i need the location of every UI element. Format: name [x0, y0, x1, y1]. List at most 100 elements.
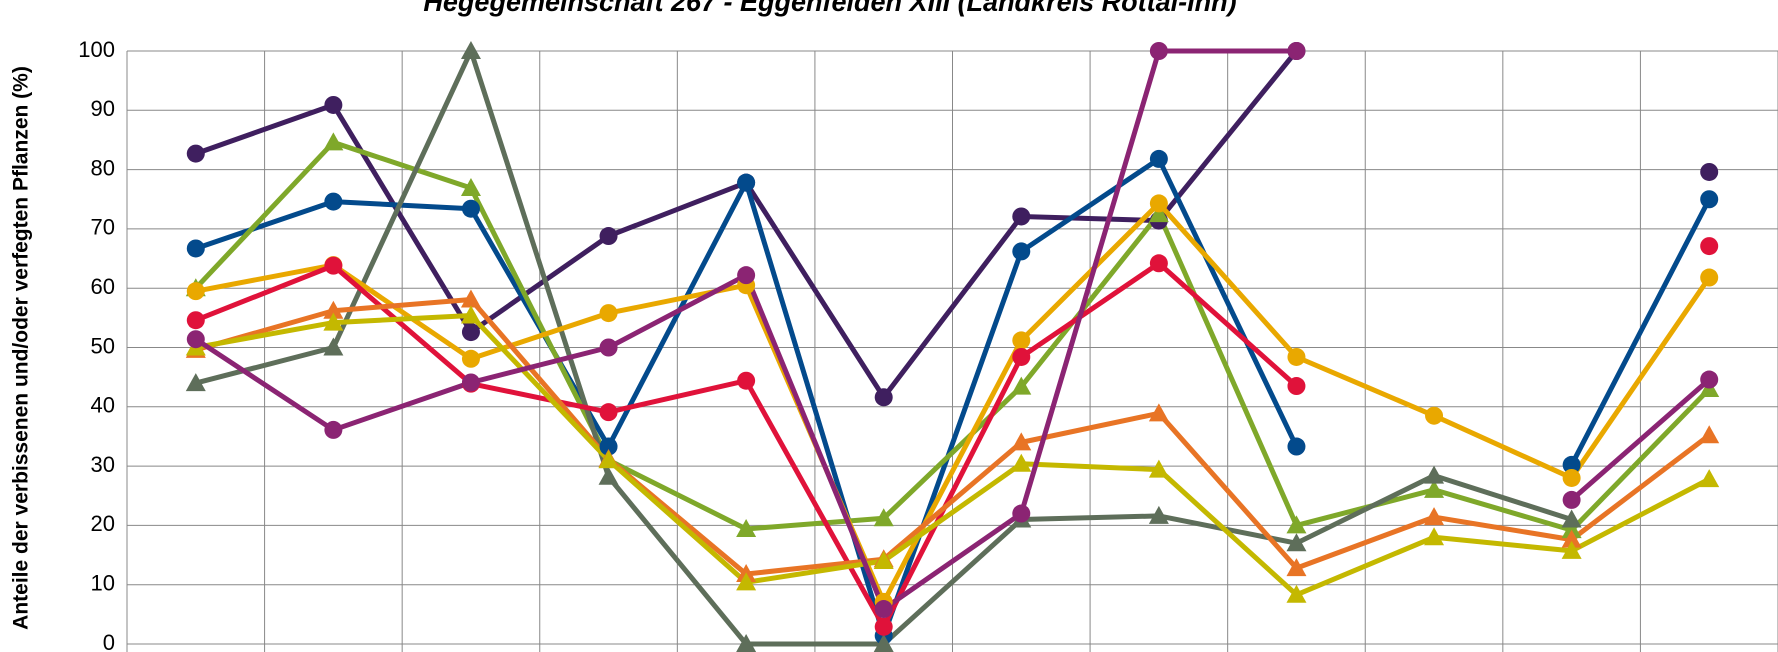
data-point: [874, 388, 893, 407]
y-tick-label: 0: [103, 630, 115, 652]
data-point: [1149, 149, 1168, 168]
y-axis-label: Anteile der verbissenen und/oder verfegt…: [10, 66, 33, 630]
data-point: [186, 144, 205, 163]
data-point: [1561, 509, 1582, 528]
data-point: [1287, 377, 1306, 396]
data-point: [1011, 376, 1032, 395]
data-point: [186, 282, 205, 301]
series-line: [195, 200, 1712, 605]
data-point: [461, 349, 480, 368]
data-point: [185, 373, 206, 392]
data-point: [1561, 540, 1582, 559]
data-point: [461, 199, 480, 218]
series-line: [195, 312, 1711, 598]
data-point: [460, 177, 481, 196]
data-point: [874, 600, 893, 619]
data-point: [1699, 425, 1720, 444]
data-point: [1149, 194, 1168, 213]
y-tick-label: 60: [91, 274, 115, 299]
data-point: [1700, 162, 1719, 181]
data-point: [324, 192, 343, 211]
data-point: [1700, 237, 1719, 256]
data-point: [1148, 204, 1169, 223]
data-point: [323, 300, 344, 319]
data-point: [1425, 406, 1444, 425]
data-point: [186, 239, 205, 258]
data-point: [1149, 254, 1168, 273]
data-point: [1700, 190, 1719, 209]
data-point: [1012, 331, 1031, 350]
data-point: [873, 634, 894, 652]
y-tick-label: 40: [91, 393, 115, 418]
data-point: [186, 311, 205, 330]
data-point: [1562, 468, 1581, 487]
data-point: [461, 373, 480, 392]
data-point: [737, 371, 756, 390]
data-point: [874, 617, 893, 636]
y-tick-label: 70: [91, 215, 115, 240]
y-tick-label: 30: [91, 452, 115, 477]
data-point: [1148, 459, 1169, 478]
data-point: [324, 420, 343, 439]
data-point: [1287, 437, 1306, 456]
data-point: [873, 508, 894, 527]
data-point: [1424, 465, 1445, 484]
data-point: [461, 323, 480, 342]
data-point: [1011, 432, 1032, 451]
data-point: [1700, 268, 1719, 287]
data-point: [323, 132, 344, 151]
data-point: [736, 634, 757, 652]
data-point: [599, 227, 618, 246]
y-tick-label: 50: [91, 333, 115, 358]
data-point: [324, 95, 343, 114]
data-point: [460, 289, 481, 308]
data-point: [186, 330, 205, 349]
series-line: [195, 296, 1711, 577]
data-point: [1424, 527, 1445, 546]
data-point: [460, 305, 481, 324]
y-tick-label: 90: [91, 96, 115, 121]
data-point: [1148, 403, 1169, 422]
data-point: [1700, 370, 1719, 389]
data-point: [1561, 520, 1582, 539]
data-point: [1012, 504, 1031, 523]
data-point: [1286, 558, 1307, 577]
data-point: [599, 304, 618, 323]
data-point: [1562, 455, 1581, 474]
data-point: [1011, 453, 1032, 472]
data-point: [736, 518, 757, 537]
y-tick-label: 10: [91, 571, 115, 596]
data-point: [737, 173, 756, 192]
data-point: [1149, 42, 1168, 60]
data-point: [460, 41, 481, 59]
chart-title: Hegegemeinschaft 267 - Eggenfelden XIII …: [423, 0, 1236, 17]
data-point: [1286, 515, 1307, 534]
data-point: [873, 550, 894, 569]
data-point: [323, 337, 344, 356]
data-point: [323, 312, 344, 331]
data-point: [737, 266, 756, 285]
data-point: [598, 450, 619, 469]
data-point: [599, 403, 618, 422]
data-point: [1287, 347, 1306, 366]
y-tick-label: 20: [91, 511, 115, 536]
series-line: [193, 139, 1712, 533]
data-point: [599, 437, 618, 456]
data-point: [324, 256, 343, 275]
y-tick-label: 80: [91, 155, 115, 180]
y-tick-label: 100: [78, 37, 115, 62]
data-point: [1012, 207, 1031, 226]
data-point: [736, 572, 757, 591]
data-point: [1699, 469, 1720, 488]
data-point: [598, 466, 619, 485]
data-point: [1012, 242, 1031, 261]
data-point: [1562, 490, 1581, 509]
data-point: [1286, 533, 1307, 552]
data-point: [1148, 505, 1169, 524]
data-point: [599, 338, 618, 357]
data-point: [1286, 584, 1307, 603]
data-point: [1424, 507, 1445, 526]
data-point: [1561, 529, 1582, 548]
data-point: [1012, 347, 1031, 366]
